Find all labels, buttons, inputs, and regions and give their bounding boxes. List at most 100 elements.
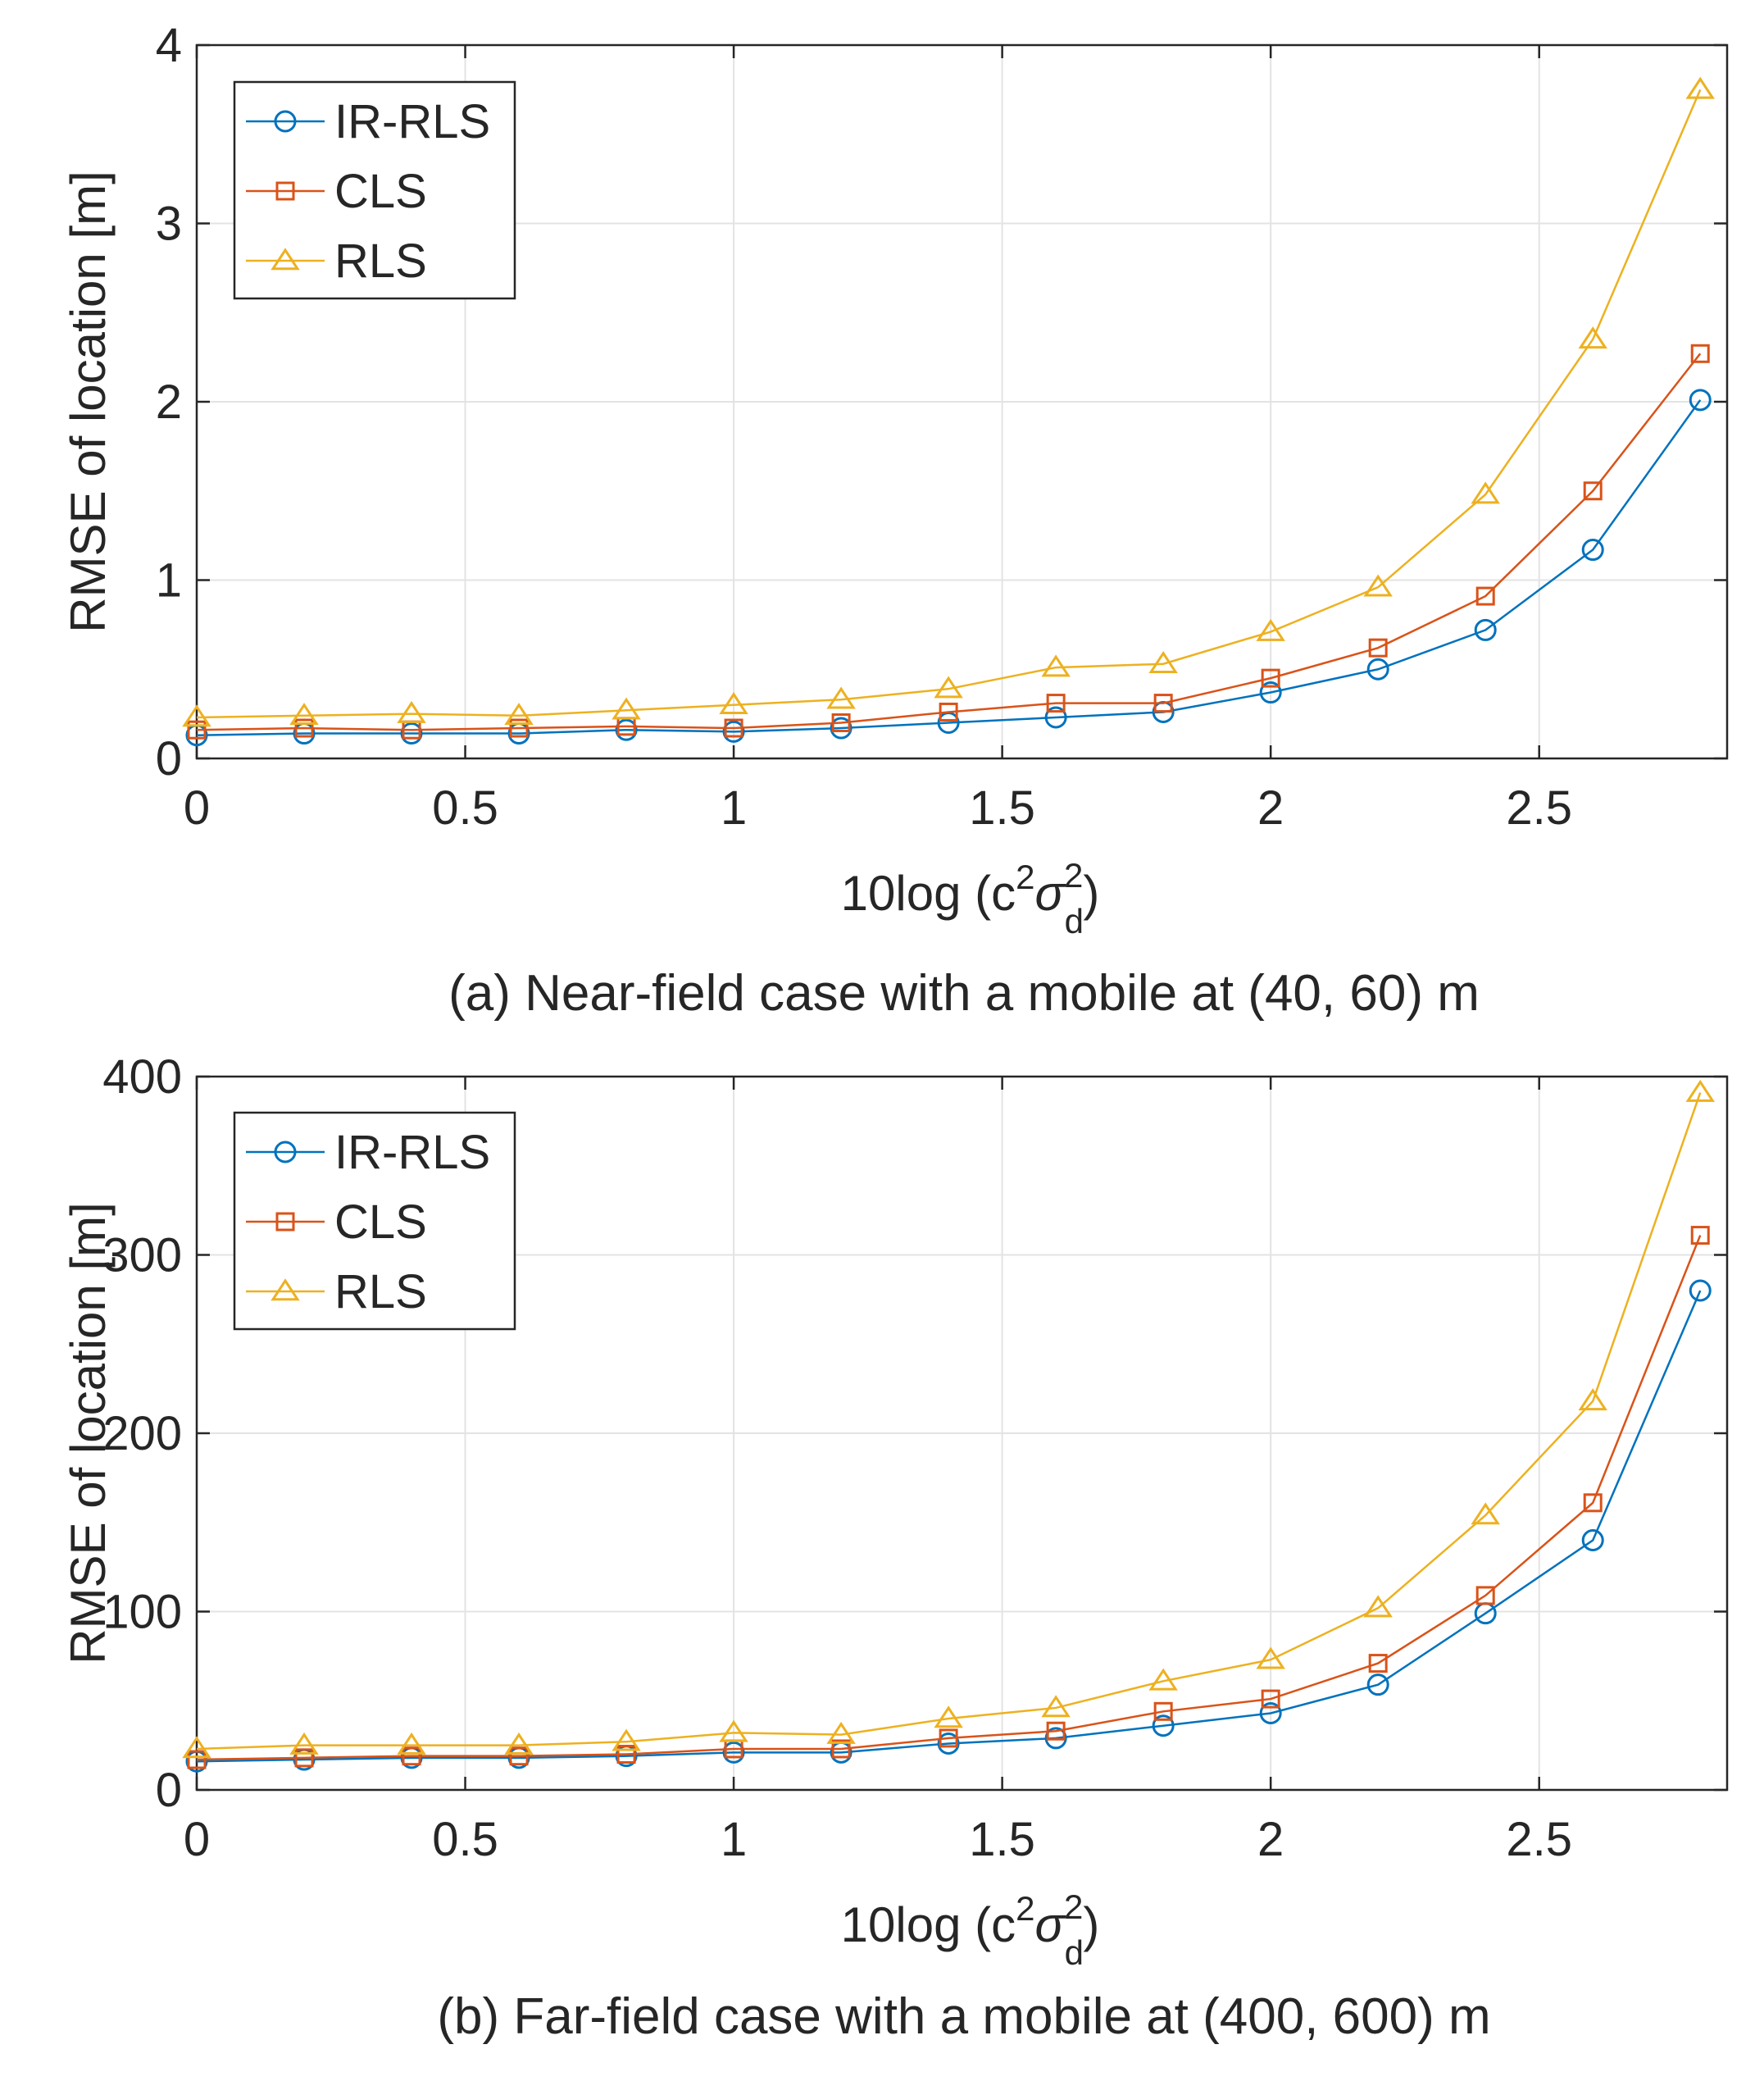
- legend-label: IR-RLS: [334, 95, 490, 148]
- legend-item-cls: CLS: [246, 1195, 427, 1249]
- data-point: [722, 720, 745, 743]
- data-point: [1471, 1502, 1500, 1525]
- data-point: [1041, 654, 1071, 677]
- data-point: [1261, 1689, 1280, 1709]
- data-point: [1583, 1493, 1603, 1513]
- x-axis-label: 10log (c2σd2): [841, 1887, 1100, 1972]
- data-point: [939, 702, 958, 722]
- data-point: [1153, 694, 1173, 713]
- data-point: [1044, 706, 1067, 729]
- panel-near-field: 0 0.5 1 1.5 2 2.5 0 1 2 3 4 IR-RLS CLS RLS RMSE of loc…: [61, 19, 1729, 1022]
- data-point: [1583, 481, 1603, 501]
- data-point: [1475, 586, 1495, 606]
- legend-item-ir-rls: IR-RLS: [246, 1126, 490, 1179]
- data-point: [615, 718, 638, 741]
- series-ir-rls: [185, 1279, 1712, 1773]
- data-point: [939, 1728, 958, 1748]
- data-point: [182, 704, 211, 727]
- y-tick-label: 300: [102, 1229, 182, 1282]
- data-point: [1041, 1695, 1071, 1718]
- legend-marker: [275, 1212, 295, 1232]
- data-point: [182, 1736, 211, 1759]
- data-point: [400, 722, 423, 745]
- x-tick-label: 1.5: [969, 1813, 1035, 1866]
- series-line: [196, 89, 1702, 719]
- data-point: [611, 1728, 641, 1751]
- data-point: [397, 1732, 426, 1755]
- data-point: [509, 718, 529, 738]
- y-tick-label: 3: [156, 198, 182, 251]
- x-tick-label: 0: [184, 1813, 210, 1866]
- data-point: [294, 718, 314, 738]
- data-point: [1366, 1673, 1389, 1696]
- data-point: [937, 1732, 960, 1755]
- x-tick-label: 2.5: [1506, 781, 1572, 835]
- legend: IR-RLS CLS RLS: [233, 80, 516, 300]
- x-tick-label: 2: [1257, 781, 1284, 835]
- figure-caption: (a) Near-field case with a mobile at (40…: [448, 965, 1480, 1022]
- legend-item-cls: CLS: [246, 165, 427, 218]
- data-point: [1148, 650, 1178, 673]
- data-point: [934, 1705, 963, 1728]
- data-point: [826, 1721, 856, 1744]
- data-point: [187, 720, 207, 740]
- y-tick-label: 4: [156, 19, 182, 72]
- data-point: [1578, 1388, 1607, 1411]
- legend-item-rls: RLS: [246, 234, 427, 288]
- data-point: [289, 1732, 319, 1755]
- data-point: [1368, 638, 1388, 658]
- series-cls: [187, 344, 1710, 740]
- data-point: [1153, 1701, 1173, 1721]
- data-point: [1366, 658, 1389, 681]
- data-point: [1685, 1079, 1715, 1102]
- data-point: [616, 1745, 636, 1764]
- series-rls: [182, 1079, 1715, 1759]
- data-point: [504, 703, 534, 726]
- data-point: [402, 1746, 421, 1766]
- data-point: [1581, 1529, 1604, 1551]
- data-point: [611, 697, 641, 720]
- panel-far-field: 0 0.5 1 1.5 2 2.5 0 100 200 300 400 IR-RLS CLS RLS RMS…: [61, 1050, 1729, 2045]
- legend-label: IR-RLS: [334, 1126, 490, 1179]
- legend-marker: [274, 1141, 297, 1163]
- data-point: [830, 717, 852, 740]
- x-tick-label: 0.5: [432, 1813, 498, 1866]
- data-point: [1363, 574, 1393, 597]
- data-point: [187, 1750, 207, 1769]
- data-point: [1581, 539, 1604, 562]
- series-line: [196, 1092, 1702, 1751]
- data-point: [831, 1739, 851, 1759]
- data-point: [719, 692, 748, 714]
- legend-marker: [271, 248, 300, 271]
- data-point: [934, 676, 963, 699]
- data-point: [1685, 76, 1715, 99]
- data-point: [1152, 1714, 1175, 1737]
- data-point: [1044, 1727, 1067, 1750]
- legend-marker: [274, 110, 297, 133]
- data-point: [1363, 1595, 1393, 1618]
- legend-marker: [275, 181, 295, 201]
- data-point: [1475, 1586, 1495, 1605]
- y-tick-label: 1: [156, 554, 182, 608]
- data-point: [1471, 481, 1500, 504]
- x-axis-label: 10log (c2σd2): [841, 856, 1100, 940]
- data-point: [722, 1741, 745, 1764]
- data-point: [831, 713, 851, 732]
- y-tick-label: 0: [156, 732, 182, 785]
- legend-label: CLS: [334, 1195, 427, 1249]
- data-point: [1689, 1279, 1712, 1302]
- data-point: [509, 1746, 529, 1766]
- data-point: [294, 1748, 314, 1768]
- data-point: [1256, 618, 1285, 641]
- data-point: [1256, 1646, 1285, 1669]
- series-rls: [182, 76, 1715, 727]
- x-tick-label: 2: [1257, 1813, 1284, 1866]
- data-point: [397, 700, 426, 723]
- y-tick-label: 2: [156, 376, 182, 429]
- data-point: [1578, 326, 1607, 349]
- data-point: [1368, 1654, 1388, 1673]
- legend-label: RLS: [334, 234, 427, 288]
- data-point: [719, 1719, 748, 1742]
- x-tick-label: 0.5: [432, 781, 498, 835]
- y-tick-label: 200: [102, 1407, 182, 1460]
